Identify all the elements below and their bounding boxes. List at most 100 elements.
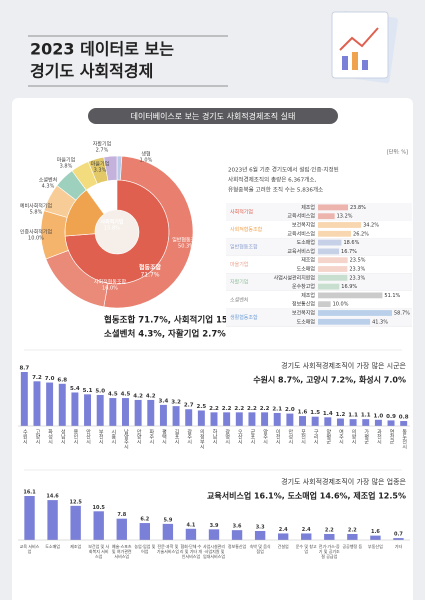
bar [370, 535, 381, 540]
value-label: 23.8% [350, 205, 366, 211]
x-tick-label: 하남시 [211, 429, 218, 444]
value-label: 5.1 [83, 388, 93, 394]
donut-segment [103, 155, 194, 309]
x-tick-label: 남양주시 [122, 429, 129, 449]
value-label: 0.7 [394, 532, 403, 538]
x-tick-label: 숙박 및 음식점업 [249, 544, 271, 554]
x-tick-label: 전기·가스·증기 및 공기조절 공급업 [318, 544, 340, 559]
x-tick-label: 군포시 [249, 429, 256, 444]
bar [324, 533, 335, 540]
bar [248, 412, 256, 426]
x-tick-label: 안성시 [287, 429, 294, 444]
bar [96, 394, 104, 426]
segment-value: 15.8% [104, 226, 120, 232]
bar [318, 239, 342, 246]
bar [318, 213, 335, 220]
x-tick-label: 협회·단체·수리 및 기타 개인서비스업 [179, 544, 203, 559]
bar [318, 248, 340, 255]
row-label: 도소매업 [297, 239, 315, 246]
value-label: 23.3% [349, 267, 365, 273]
value-label: 18.6% [343, 240, 359, 246]
group-label: 사회적협동조합 [230, 226, 263, 233]
group-bg [226, 308, 412, 327]
value-label: 1.0 [374, 413, 384, 419]
bar [223, 412, 231, 426]
value-label: 4.5 [121, 392, 131, 398]
bar [311, 416, 319, 426]
value-label: 23.5% [350, 258, 366, 264]
group-bg [226, 220, 412, 239]
segment-label: 마을기업 [57, 157, 75, 164]
group-bg [226, 273, 412, 291]
value-label: 5.0 [95, 388, 105, 394]
segment-label: 사회적협동조합 [94, 279, 127, 286]
row-label: 사업시설관리지원업 [274, 274, 315, 281]
value-label: 3.6 [233, 524, 242, 530]
bar [70, 505, 81, 540]
bar [185, 409, 193, 426]
x-tick-label: 가평군 [363, 429, 370, 444]
segment-value: 10.0% [28, 236, 44, 242]
x-tick-label: 구리시 [312, 429, 319, 444]
x-tick-label: 안산시 [85, 429, 92, 444]
bar [33, 381, 41, 426]
x-tick-label: 기타 [394, 544, 403, 549]
value-label: 2.2 [209, 406, 219, 412]
bar [46, 382, 54, 426]
segment-label: 마을기업 [91, 161, 109, 168]
x-tick-label: 광주시 [186, 429, 193, 444]
segment-label: 협동조합 [139, 264, 162, 272]
value-label: 2.2 [247, 406, 257, 412]
group-label: 자활기업 [230, 279, 248, 286]
row-label: 제조업 [301, 292, 315, 299]
bar [273, 412, 281, 426]
value-label: 2.4 [279, 527, 288, 533]
value-label: 2.2 [348, 527, 357, 533]
bar [349, 419, 357, 426]
x-tick-label: 부동산업 [368, 544, 383, 549]
x-tick-label: 농업·임업 및 어업 [134, 544, 156, 554]
bar [318, 283, 340, 290]
value-label: 26.2% [353, 231, 369, 237]
value-label: 12.5 [69, 499, 82, 505]
intro-text: 2023년 6월 기준 경기도에서 설립·인증·지정된 [228, 166, 339, 174]
summary: 협동조합 71.7%, 사회적기업 15.8%, [104, 315, 249, 326]
segment-value: 16.0% [102, 286, 118, 292]
chart-subtitle: 수원시 8.7%, 고양시 7.2%, 화성시 7.0% [253, 375, 406, 385]
value-label: 1.1 [348, 413, 358, 419]
value-label: 8.7 [19, 366, 29, 372]
chart-title: 경기도 사회적경제조직이 가장 많은 시군은 [281, 361, 406, 370]
value-label: 23.3% [349, 275, 365, 281]
x-tick-label: 공공행정 등 [342, 544, 363, 549]
value-label: 1.5 [310, 410, 320, 416]
bar [318, 222, 362, 228]
chart-subtitle: 교육서비스업 16.1%, 도소매업 14.6%, 제조업 12.5% [207, 491, 406, 501]
value-label: 4.5 [108, 392, 118, 398]
bar [362, 419, 370, 426]
bar [172, 406, 180, 426]
bar [208, 529, 220, 540]
value-label: 2.1 [272, 406, 282, 412]
bar [374, 419, 382, 426]
x-tick-label: 이천시 [274, 429, 281, 444]
x-tick-label: 시흥시 [110, 429, 117, 444]
banner [88, 108, 338, 124]
value-label: 3.4 [159, 398, 169, 404]
value-label: 34.2% [363, 223, 379, 229]
x-tick-label: 연천군 [388, 429, 395, 444]
value-label: 0.8 [399, 415, 409, 421]
segment-label: 생협 [141, 151, 150, 158]
group-label: 일반협동조합 [230, 244, 258, 251]
segment-value: 2.7% [96, 148, 109, 154]
bar [318, 292, 383, 299]
doc-icon [331, 10, 398, 84]
bar [393, 538, 404, 540]
x-tick-label: 도소매업 [45, 544, 60, 549]
value-label: 5.4 [70, 386, 80, 392]
value-label: 4.2 [146, 393, 156, 399]
x-tick-label: 동두천시 [401, 429, 408, 449]
row-label: 교육서비스업 [287, 248, 315, 255]
bar [210, 412, 218, 426]
